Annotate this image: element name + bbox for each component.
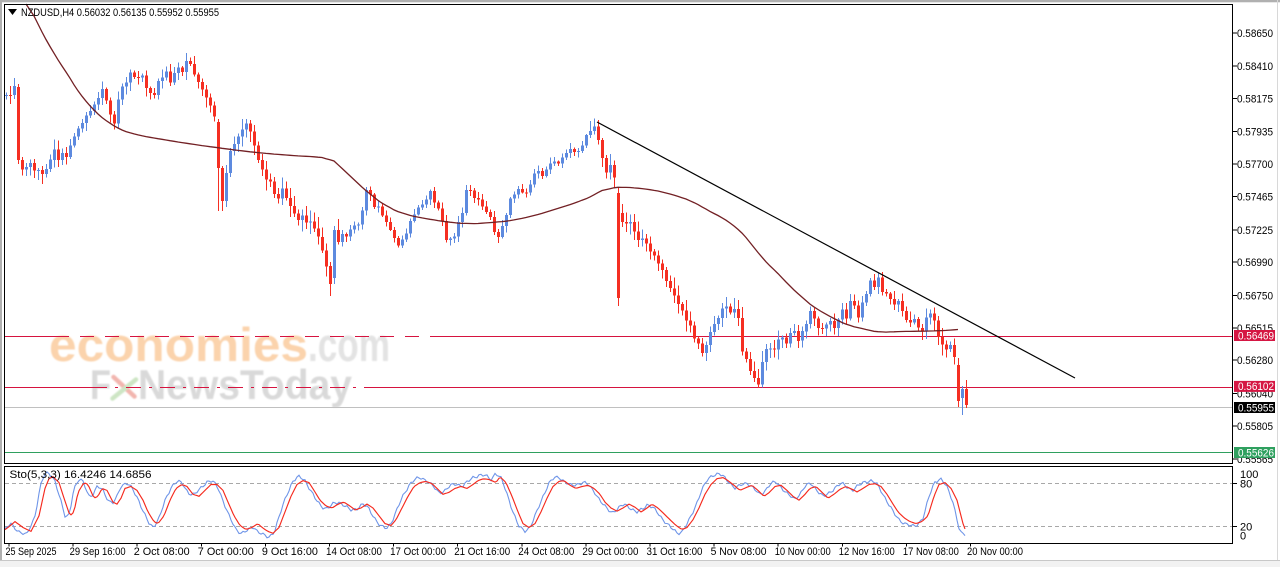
svg-text:80: 80 (1240, 478, 1252, 490)
svg-text:31 Oct 16:00: 31 Oct 16:00 (647, 546, 703, 558)
svg-text:Sto(5,3,3) 16.4246 14.6856: Sto(5,3,3) 16.4246 14.6856 (10, 469, 152, 481)
svg-text:NewsToday: NewsToday (138, 361, 353, 408)
svg-text:12 Nov 16:00: 12 Nov 16:00 (839, 546, 895, 558)
svg-text:0.55955: 0.55955 (1238, 402, 1274, 414)
svg-text:0.56750: 0.56750 (1237, 290, 1273, 302)
svg-text:0.57935: 0.57935 (1237, 127, 1273, 139)
svg-text:29 Sep 16:00: 29 Sep 16:00 (70, 546, 126, 558)
svg-text:5 Nov 08:00: 5 Nov 08:00 (711, 546, 767, 558)
svg-text:29 Oct 00:00: 29 Oct 00:00 (582, 546, 638, 558)
svg-text:0.57700: 0.57700 (1237, 159, 1273, 171)
svg-text:0.56102: 0.56102 (1238, 381, 1274, 393)
svg-text:NZDUSD,H4 0.56032 0.56135 0.5: NZDUSD,H4 0.56032 0.56135 0.55952 0.5595… (21, 7, 219, 19)
svg-text:0.58650: 0.58650 (1237, 28, 1273, 40)
svg-text:.com: .com (308, 318, 390, 371)
svg-text:0: 0 (1240, 531, 1246, 543)
svg-text:20: 20 (1240, 522, 1252, 534)
svg-text:0.56469: 0.56469 (1238, 330, 1274, 342)
svg-text:2 Oct 08:00: 2 Oct 08:00 (134, 546, 190, 558)
svg-text:0.58410: 0.58410 (1237, 61, 1273, 73)
svg-text:10 Nov 00:00: 10 Nov 00:00 (775, 546, 831, 558)
svg-text:0.55805: 0.55805 (1237, 421, 1273, 433)
svg-text:7 Oct 00:00: 7 Oct 00:00 (198, 546, 254, 558)
svg-text:21 Oct 16:00: 21 Oct 16:00 (454, 546, 510, 558)
svg-text:14 Oct 08:00: 14 Oct 08:00 (326, 546, 382, 558)
svg-text:F: F (90, 361, 111, 408)
svg-text:0.58175: 0.58175 (1237, 94, 1273, 106)
svg-text:0.56280: 0.56280 (1237, 355, 1273, 367)
svg-text:9 Oct 16:00: 9 Oct 16:00 (262, 546, 318, 558)
svg-text:0.57225: 0.57225 (1237, 225, 1273, 237)
svg-text:economies: economies (49, 318, 308, 371)
svg-text:20 Nov 00:00: 20 Nov 00:00 (967, 546, 1023, 558)
svg-text:17 Nov 08:00: 17 Nov 08:00 (903, 546, 959, 558)
svg-text:17 Oct 00:00: 17 Oct 00:00 (390, 546, 446, 558)
svg-text:24 Oct 08:00: 24 Oct 08:00 (518, 546, 574, 558)
svg-text:0.57465: 0.57465 (1237, 192, 1273, 204)
svg-text:0.56990: 0.56990 (1237, 257, 1273, 269)
svg-text:100: 100 (1240, 469, 1258, 481)
svg-text:25 Sep 2025: 25 Sep 2025 (6, 546, 57, 558)
svg-text:0.55626: 0.55626 (1238, 447, 1274, 459)
